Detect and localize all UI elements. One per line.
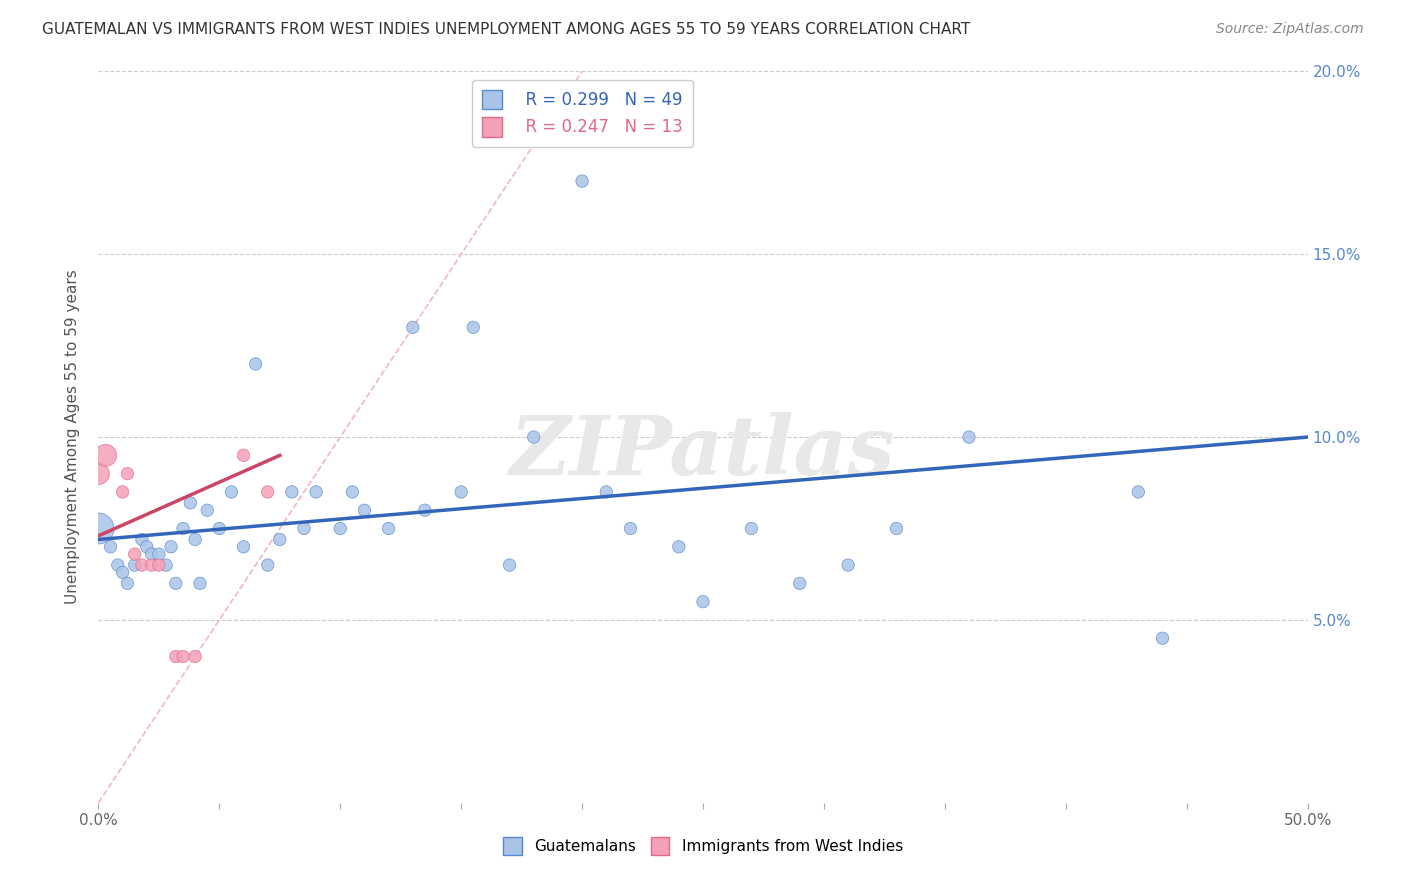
Point bbox=[131, 533, 153, 547]
Point bbox=[117, 576, 139, 591]
Point bbox=[523, 430, 546, 444]
Point bbox=[353, 503, 375, 517]
Point bbox=[141, 558, 163, 573]
Point bbox=[131, 558, 153, 573]
Point bbox=[256, 558, 278, 573]
Point bbox=[188, 576, 211, 591]
Point bbox=[141, 547, 163, 561]
Text: Source: ZipAtlas.com: Source: ZipAtlas.com bbox=[1216, 22, 1364, 37]
Point bbox=[160, 540, 183, 554]
Point bbox=[837, 558, 859, 573]
Point bbox=[269, 533, 291, 547]
Legend: Guatemalans, Immigrants from West Indies: Guatemalans, Immigrants from West Indies bbox=[498, 831, 908, 861]
Point bbox=[450, 485, 472, 500]
Point bbox=[107, 558, 129, 573]
Y-axis label: Unemployment Among Ages 55 to 59 years: Unemployment Among Ages 55 to 59 years bbox=[65, 269, 80, 605]
Point bbox=[498, 558, 520, 573]
Point bbox=[281, 485, 304, 500]
Point bbox=[87, 521, 110, 535]
Point bbox=[789, 576, 811, 591]
Point bbox=[619, 521, 641, 535]
Point bbox=[124, 558, 146, 573]
Point bbox=[668, 540, 690, 554]
Text: ZIPatlas: ZIPatlas bbox=[510, 412, 896, 491]
Text: GUATEMALAN VS IMMIGRANTS FROM WEST INDIES UNEMPLOYMENT AMONG AGES 55 TO 59 YEARS: GUATEMALAN VS IMMIGRANTS FROM WEST INDIE… bbox=[42, 22, 970, 37]
Point bbox=[377, 521, 399, 535]
Point bbox=[111, 566, 134, 580]
Point bbox=[886, 521, 908, 535]
Point bbox=[292, 521, 315, 535]
Point bbox=[208, 521, 231, 535]
Point bbox=[463, 320, 485, 334]
Point bbox=[256, 485, 278, 500]
Point bbox=[329, 521, 352, 535]
Point bbox=[402, 320, 425, 334]
Point bbox=[1128, 485, 1150, 500]
Point bbox=[305, 485, 328, 500]
Point bbox=[100, 540, 122, 554]
Point bbox=[184, 533, 207, 547]
Point bbox=[165, 649, 187, 664]
Point bbox=[184, 649, 207, 664]
Point bbox=[1152, 632, 1174, 646]
Point bbox=[413, 503, 436, 517]
Point bbox=[87, 467, 110, 481]
Point bbox=[148, 558, 170, 573]
Point bbox=[957, 430, 980, 444]
Point bbox=[124, 547, 146, 561]
Point bbox=[692, 594, 714, 608]
Point bbox=[148, 547, 170, 561]
Point bbox=[571, 174, 593, 188]
Point bbox=[165, 576, 187, 591]
Point bbox=[155, 558, 177, 573]
Point bbox=[111, 485, 134, 500]
Point bbox=[94, 448, 117, 462]
Point bbox=[172, 521, 194, 535]
Point bbox=[135, 540, 157, 554]
Point bbox=[179, 496, 201, 510]
Point bbox=[172, 649, 194, 664]
Point bbox=[195, 503, 218, 517]
Point bbox=[221, 485, 243, 500]
Point bbox=[595, 485, 617, 500]
Point bbox=[232, 448, 254, 462]
Point bbox=[117, 467, 139, 481]
Point bbox=[740, 521, 762, 535]
Point bbox=[245, 357, 267, 371]
Point bbox=[342, 485, 364, 500]
Point bbox=[232, 540, 254, 554]
